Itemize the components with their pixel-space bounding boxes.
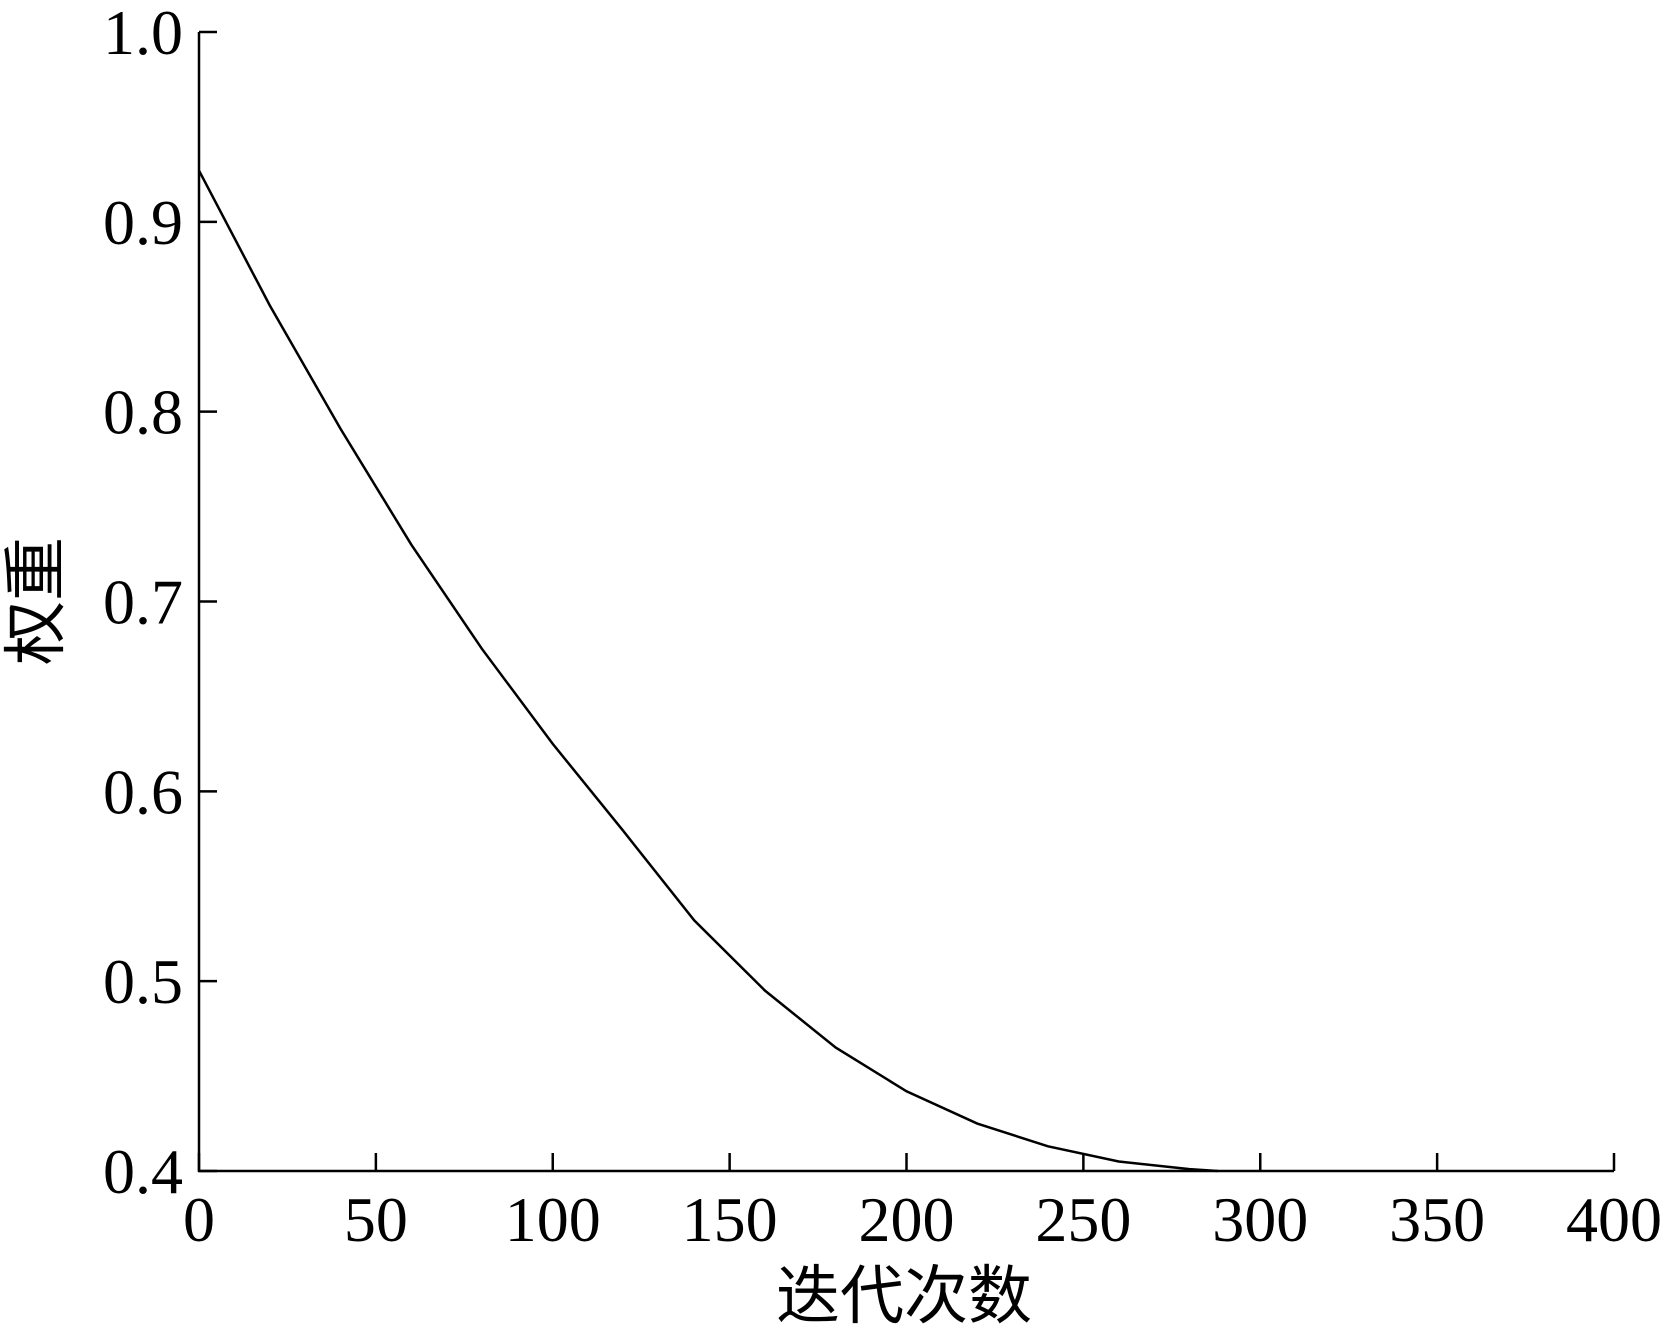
x-tick-label: 350 <box>1389 1184 1485 1255</box>
y-tick-label: 1.0 <box>103 0 183 68</box>
x-tick-label: 0 <box>183 1184 215 1255</box>
x-tick-label: 400 <box>1566 1184 1662 1255</box>
y-axis-label: 权重 <box>1 537 72 665</box>
x-axis-label: 迭代次数 <box>776 1261 1032 1332</box>
y-tick-label: 0.7 <box>103 567 183 638</box>
y-tick-label: 0.8 <box>103 377 183 448</box>
x-tick-label: 100 <box>505 1184 601 1255</box>
x-tick-label: 50 <box>344 1184 408 1255</box>
x-tick-label: 300 <box>1212 1184 1308 1255</box>
y-tick-label: 0.4 <box>103 1136 183 1207</box>
line <box>197 169 1218 1173</box>
y-tick-label: 0.9 <box>103 187 183 258</box>
y-tick-label: 0.6 <box>103 756 183 827</box>
y-tick-label: 0.5 <box>103 946 183 1017</box>
x-tick-label: 150 <box>682 1184 778 1255</box>
x-tick-label: 250 <box>1035 1184 1131 1255</box>
x-tick-label: 200 <box>859 1184 955 1255</box>
